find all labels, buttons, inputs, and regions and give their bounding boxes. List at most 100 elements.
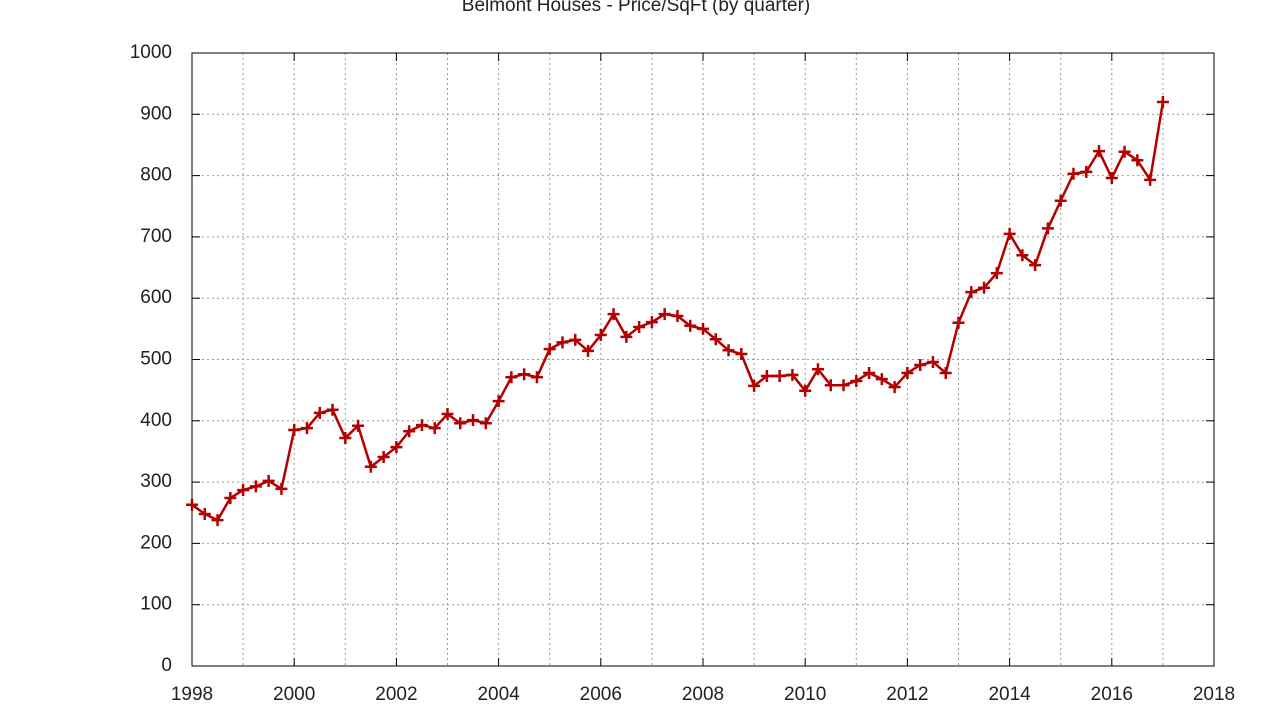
point-marker — [888, 381, 901, 394]
y-tick-label: 300 — [140, 471, 172, 492]
point-marker — [364, 460, 377, 473]
point-marker — [799, 384, 812, 397]
point-marker — [186, 498, 198, 511]
point-marker — [773, 370, 786, 383]
point-marker — [620, 330, 633, 343]
point-marker — [824, 379, 837, 392]
point-marker — [990, 267, 1003, 280]
point-marker — [339, 431, 352, 444]
point-marker — [467, 414, 480, 427]
x-tick-label: 2002 — [375, 684, 417, 705]
point-marker — [748, 379, 761, 392]
point-marker — [645, 316, 658, 329]
point-marker — [288, 423, 301, 436]
point-marker — [594, 328, 607, 341]
point-marker — [1156, 96, 1169, 109]
x-tick-label: 2006 — [580, 684, 622, 705]
point-marker — [300, 422, 313, 435]
point-marker — [914, 359, 927, 372]
point-marker — [901, 366, 914, 379]
point-marker — [760, 370, 773, 383]
x-tick-label: 2004 — [477, 684, 520, 705]
point-marker — [863, 366, 876, 379]
point-marker — [390, 441, 403, 454]
point-marker — [939, 366, 952, 379]
point-marker — [850, 374, 863, 387]
point-marker — [249, 480, 262, 493]
point-marker — [1080, 165, 1093, 178]
point-marker — [441, 408, 454, 421]
point-marker — [1067, 167, 1080, 180]
point-marker — [837, 379, 850, 392]
y-tick-label: 1000 — [130, 42, 172, 63]
point-marker — [1041, 222, 1054, 235]
chart-title: Belmont Houses - Price/SqFt (by quarter) — [462, 0, 810, 16]
point-marker — [377, 450, 390, 463]
point-marker — [722, 344, 735, 357]
point-marker — [556, 336, 569, 349]
point-marker — [1029, 259, 1042, 272]
point-marker — [237, 484, 250, 497]
point-marker — [1144, 173, 1157, 186]
x-tick-label: 2014 — [988, 684, 1031, 705]
plot-frame — [191, 52, 1215, 667]
y-tick-label: 600 — [140, 287, 172, 308]
point-marker — [697, 322, 709, 335]
point-marker — [403, 425, 416, 438]
point-marker — [275, 482, 288, 495]
x-tick-label: 2008 — [682, 684, 724, 705]
point-marker — [530, 371, 543, 384]
point-marker — [211, 514, 224, 527]
x-tick-label: 1998 — [171, 684, 213, 705]
point-marker — [709, 333, 722, 346]
point-marker — [428, 422, 441, 435]
point-marker — [352, 419, 365, 432]
point-marker — [978, 281, 991, 294]
x-tick-label: 2016 — [1091, 684, 1133, 705]
x-tick-label: 2010 — [784, 684, 826, 705]
point-marker — [875, 373, 888, 386]
point-marker — [1093, 145, 1106, 158]
point-marker — [1118, 145, 1131, 158]
y-tick-label: 400 — [140, 410, 172, 431]
point-marker — [415, 419, 428, 432]
point-marker — [684, 319, 697, 332]
y-tick-label: 900 — [140, 103, 172, 124]
point-marker — [198, 507, 211, 520]
point-marker — [926, 355, 939, 368]
y-tick-label: 200 — [140, 532, 172, 553]
x-tick-label: 2012 — [886, 684, 928, 705]
point-marker — [1105, 172, 1118, 185]
point-marker — [1054, 194, 1067, 207]
point-marker — [492, 395, 505, 408]
point-marker — [671, 309, 684, 322]
y-tick-label: 0 — [161, 655, 172, 676]
point-marker — [224, 492, 237, 505]
point-marker — [1131, 154, 1144, 167]
point-marker — [607, 308, 620, 321]
point-marker — [633, 321, 646, 334]
y-tick-label: 100 — [140, 594, 172, 615]
point-marker — [454, 417, 467, 430]
point-marker — [518, 368, 531, 381]
y-tick-label: 800 — [140, 165, 172, 186]
point-marker — [569, 333, 582, 346]
point-marker — [1016, 249, 1029, 262]
x-tick-label: 2018 — [1193, 684, 1235, 705]
point-marker — [313, 406, 326, 419]
point-marker — [658, 308, 671, 321]
point-marker — [952, 316, 965, 329]
point-marker — [326, 403, 339, 416]
y-tick-label: 700 — [140, 226, 172, 247]
point-marker — [1003, 227, 1016, 240]
point-marker — [543, 343, 556, 356]
point-marker — [965, 286, 978, 299]
y-tick-label: 500 — [140, 349, 172, 370]
point-marker — [786, 368, 799, 381]
point-marker — [505, 371, 518, 384]
point-marker — [262, 474, 275, 487]
point-marker — [582, 344, 595, 357]
x-tick-label: 2000 — [273, 684, 315, 705]
